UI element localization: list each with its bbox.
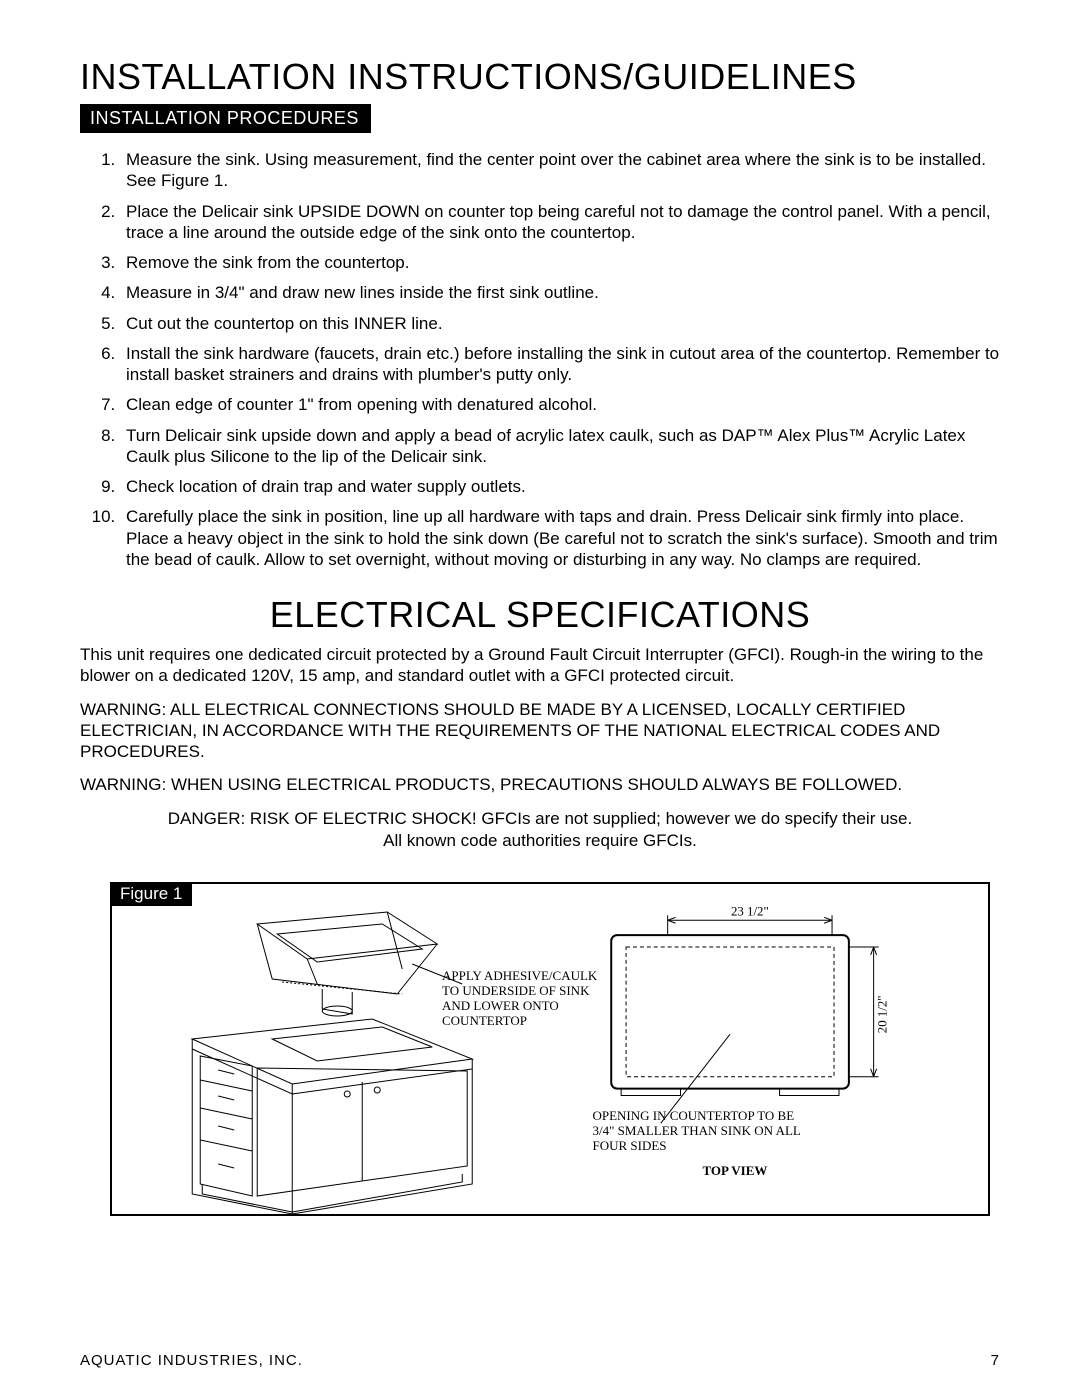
- warning-text: WARNING: WHEN USING ELECTRICAL PRODUCTS,…: [80, 774, 1000, 795]
- figure-caption: OPENING IN COUNTERTOP TO BE 3/4" SMALLER…: [592, 1109, 812, 1154]
- list-item: Clean edge of counter 1" from opening wi…: [120, 394, 1000, 415]
- section-title-electrical: ELECTRICAL SPECIFICATIONS: [80, 594, 1000, 636]
- danger-line: DANGER: RISK OF ELECTRIC SHOCK! GFCIs ar…: [168, 809, 912, 828]
- dimension-width: 23 1/2": [731, 904, 769, 918]
- warning-text: WARNING: ALL ELECTRICAL CONNECTIONS SHOU…: [80, 699, 1000, 763]
- list-item: Check location of drain trap and water s…: [120, 476, 1000, 497]
- footer-company: AQUATIC INDUSTRIES, INC.: [80, 1352, 303, 1369]
- section-heading: INSTALLATION PROCEDURES: [80, 104, 371, 133]
- figure-isometric: APPLY ADHESIVE/CAULK TO UNDERSIDE OF SIN…: [112, 884, 532, 1214]
- list-item: Turn Delicair sink upside down and apply…: [120, 425, 1000, 468]
- figure-1: Figure 1: [110, 882, 990, 1216]
- procedures-list: Measure the sink. Using measurement, fin…: [80, 149, 1000, 570]
- danger-line: All known code authorities require GFCIs…: [383, 831, 697, 850]
- list-item: Measure the sink. Using measurement, fin…: [120, 149, 1000, 192]
- figure-top-view: 23 1/2" 20 1/2" OPENING IN COUNTERTOP TO…: [532, 884, 988, 1214]
- page-title: INSTALLATION INSTRUCTIONS/GUIDELINES: [80, 56, 1000, 98]
- list-item: Remove the sink from the countertop.: [120, 252, 1000, 273]
- list-item: Install the sink hardware (faucets, drai…: [120, 343, 1000, 386]
- dimension-height: 20 1/2": [876, 995, 890, 1033]
- danger-text: DANGER: RISK OF ELECTRIC SHOCK! GFCIs ar…: [80, 808, 1000, 852]
- list-item: Measure in 3/4" and draw new lines insid…: [120, 282, 1000, 303]
- top-view-label: TOP VIEW: [702, 1164, 767, 1179]
- page-number: 7: [991, 1352, 1000, 1369]
- list-item: Carefully place the sink in position, li…: [120, 506, 1000, 570]
- list-item: Place the Delicair sink UPSIDE DOWN on c…: [120, 201, 1000, 244]
- list-item: Cut out the countertop on this INNER lin…: [120, 313, 1000, 334]
- electrical-paragraph: This unit requires one dedicated circuit…: [80, 644, 1000, 687]
